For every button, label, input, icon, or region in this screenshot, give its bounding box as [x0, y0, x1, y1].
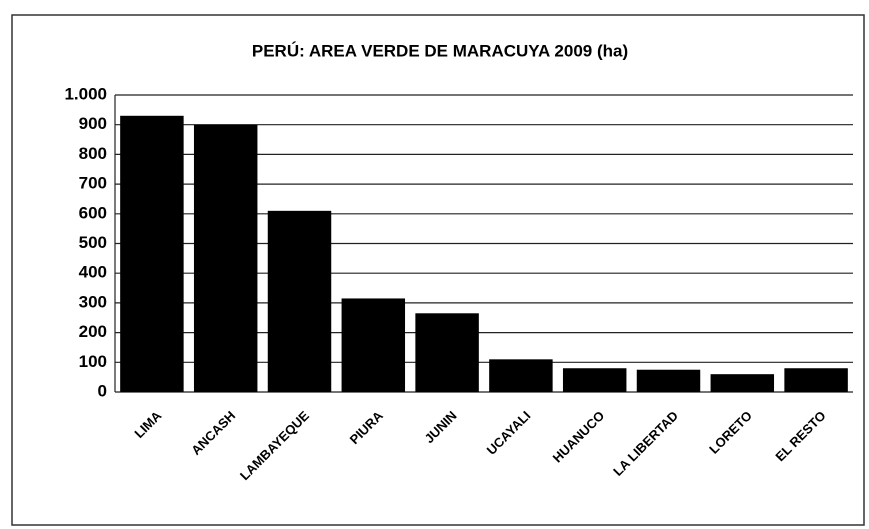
y-tick-label: 0: [98, 381, 107, 400]
chart-title: PERÚ: AREA VERDE DE MARACUYA 2009 (ha): [252, 41, 628, 60]
y-tick-label: 900: [79, 114, 107, 133]
y-tick-label: 800: [79, 144, 107, 163]
bar: [784, 368, 848, 392]
bar: [415, 313, 479, 392]
bar: [267, 210, 332, 392]
y-tick-label: 1.000: [64, 84, 107, 103]
y-tick-label: 700: [79, 174, 107, 193]
bar: [120, 115, 184, 392]
y-tick-label: 600: [79, 203, 107, 222]
y-tick-label: 400: [79, 263, 107, 282]
bar: [562, 368, 627, 392]
y-tick-label: 200: [79, 322, 107, 341]
bar: [489, 359, 553, 392]
bar: [636, 369, 701, 392]
bar: [193, 124, 258, 392]
bar: [341, 298, 406, 392]
y-tick-label: 300: [79, 292, 107, 311]
y-tick-label: 100: [79, 352, 107, 371]
y-tick-label: 500: [79, 233, 107, 252]
bar: [710, 374, 775, 392]
